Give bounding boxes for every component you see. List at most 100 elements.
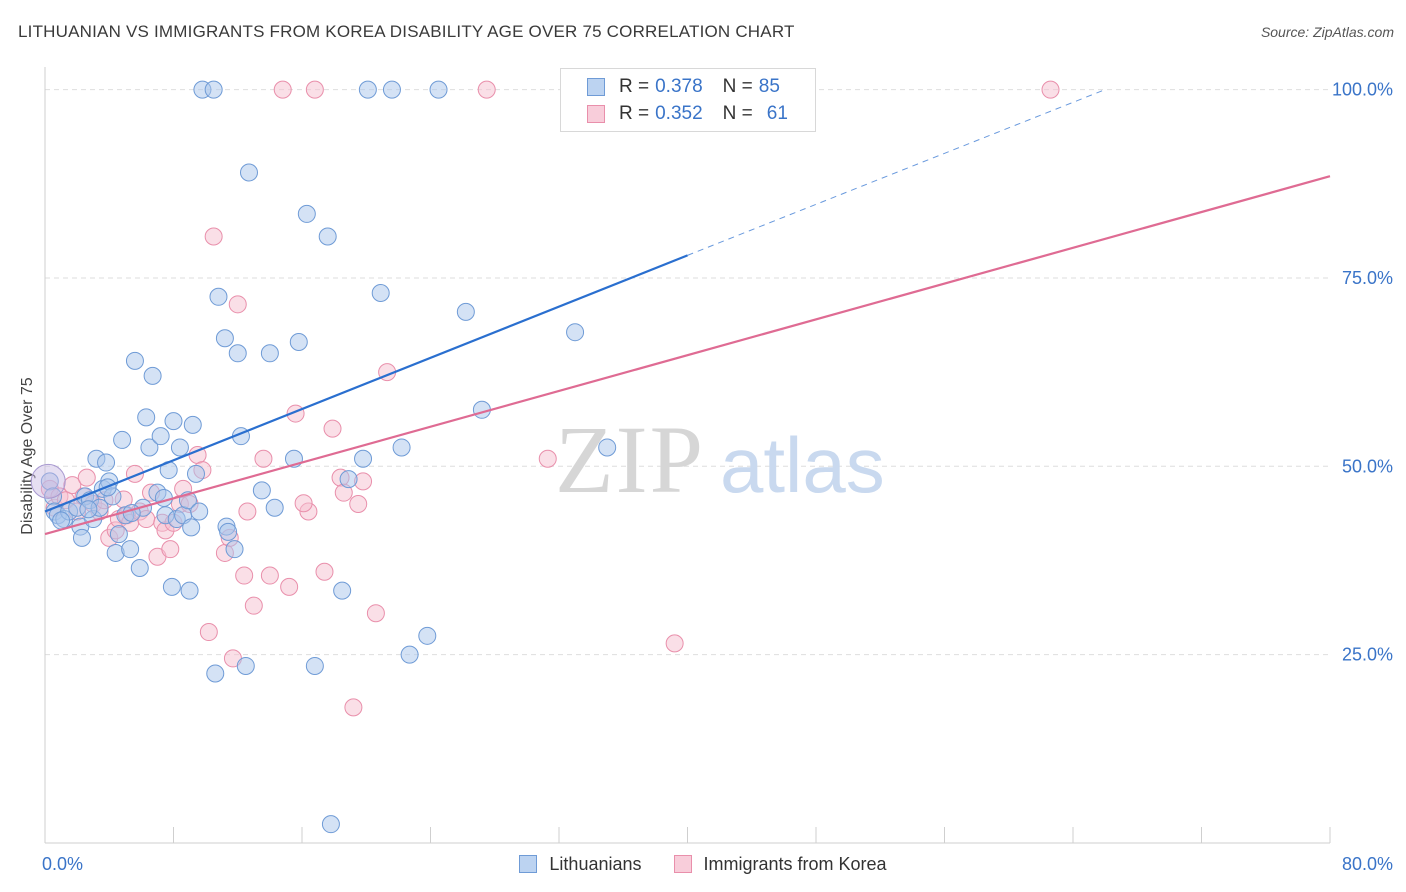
- korea-point: [273, 80, 292, 99]
- korea-point: [1041, 80, 1060, 99]
- korea-point: [238, 502, 257, 521]
- legend-row-lithuanians: R = 0.378 N = 85: [587, 74, 780, 100]
- lithuanian-point: [109, 525, 128, 544]
- korea-point: [260, 566, 279, 585]
- source-label: Source: ZipAtlas.com: [1260, 24, 1394, 40]
- lithuanian-point: [354, 449, 373, 468]
- n-value: 61: [766, 103, 788, 124]
- lithuanian-point: [598, 438, 617, 457]
- lithuanian-point: [252, 481, 271, 500]
- tick-labels: 25.0% 50.0% 75.0% 100.0% 0.0% 80.0%: [42, 80, 1393, 874]
- lithuanian-point: [318, 227, 337, 246]
- korea-point: [204, 227, 223, 246]
- lithuanian-point: [239, 163, 258, 182]
- lithuanian-point: [190, 502, 209, 521]
- lithuanian-point: [140, 438, 159, 457]
- y-tick-label: 50.0%: [1342, 456, 1393, 476]
- r-label: R =: [619, 76, 650, 97]
- lithuanian-point: [225, 540, 244, 559]
- lithuanian-point: [121, 540, 140, 559]
- y-tick-label: 100.0%: [1332, 80, 1393, 100]
- n-value: 85: [758, 76, 780, 97]
- watermark-zip: ZIP: [555, 406, 705, 513]
- korea-point: [349, 494, 368, 513]
- lithuanian-point: [215, 329, 234, 348]
- correlation-legend: R = 0.378 N = 85 R = 0.352 N = 61: [560, 68, 816, 132]
- y-tick-label: 75.0%: [1342, 268, 1393, 288]
- y-tick-label: 25.0%: [1342, 645, 1393, 665]
- trendline-lithuanians: [44, 254, 688, 513]
- lithuanian-point: [122, 504, 141, 523]
- lithuanian-point: [418, 626, 437, 645]
- axes: [44, 67, 1331, 844]
- lithuanian-point: [219, 522, 238, 541]
- lithuanian-point: [180, 581, 199, 600]
- lithuanian-point: [125, 351, 144, 370]
- lithuanian-point: [154, 488, 173, 507]
- korea-point: [63, 476, 82, 495]
- lithuanian-point: [371, 284, 390, 303]
- legend-swatch-pink: [673, 855, 692, 873]
- lithuanian-point: [289, 332, 308, 351]
- korea-point: [366, 604, 385, 623]
- overlap-point: [30, 463, 66, 499]
- legend-item-lithuanians[interactable]: Lithuanians: [519, 851, 642, 877]
- lithuanian-point: [143, 366, 162, 385]
- korea-point: [228, 295, 247, 314]
- lithuanian-point: [392, 438, 411, 457]
- lithuanian-point: [52, 511, 71, 530]
- lithuanian-point: [358, 80, 377, 99]
- r-label: R =: [619, 103, 650, 124]
- x-tick-label: 80.0%: [1342, 854, 1393, 874]
- legend-label-lithuanians: Lithuanians: [549, 853, 642, 874]
- lithuanian-point: [137, 408, 156, 427]
- legend-swatch-blue: [519, 855, 538, 873]
- lithuanian-point: [382, 80, 401, 99]
- lithuanian-point: [305, 656, 324, 675]
- korea-point: [280, 577, 299, 596]
- lithuanian-point: [182, 518, 201, 537]
- lithuanian-point: [130, 559, 149, 578]
- chart-title: LITHUANIAN VS IMMIGRANTS FROM KOREA DISA…: [18, 22, 795, 41]
- lithuanian-point: [429, 80, 448, 99]
- korea-point: [538, 449, 557, 468]
- trendline-korea: [44, 175, 1331, 536]
- lithuanian-point: [400, 645, 419, 664]
- korea-point: [477, 80, 496, 99]
- lithuanian-point: [333, 581, 352, 600]
- lithuanian-point: [260, 344, 279, 363]
- legend-row-korea: R = 0.352 N = 61: [587, 101, 788, 127]
- lithuanian-point: [183, 415, 202, 434]
- lithuanian-point: [72, 528, 91, 547]
- legend-item-korea[interactable]: Immigrants from Korea: [673, 851, 887, 877]
- korea-point: [235, 566, 254, 585]
- lithuanian-point: [236, 656, 255, 675]
- korea-point: [294, 494, 313, 513]
- lithuanian-point: [164, 412, 183, 431]
- lithuanian-point: [321, 815, 340, 834]
- watermark-atlas: atlas: [720, 421, 885, 509]
- lithuanian-point: [265, 498, 284, 517]
- korea-point: [199, 623, 218, 642]
- series-korea-points: [40, 80, 1060, 717]
- legend-swatch-blue: [587, 78, 605, 96]
- trendline-lithuanians-extension: [687, 89, 1106, 256]
- lithuanian-point: [566, 323, 585, 342]
- series-legend: Lithuanians Immigrants from Korea: [0, 851, 1406, 877]
- lithuanian-point: [151, 427, 170, 446]
- n-label: N =: [722, 103, 753, 124]
- lithuanian-point: [186, 464, 205, 483]
- lithuanian-point: [297, 204, 316, 223]
- korea-point: [161, 540, 180, 559]
- korea-point: [315, 562, 334, 581]
- n-label: N =: [722, 76, 753, 97]
- lithuanian-point: [228, 344, 247, 363]
- lithuanian-point: [162, 577, 181, 596]
- lithuanian-point: [113, 430, 132, 449]
- korea-point: [77, 468, 96, 487]
- lithuanian-point: [79, 500, 98, 519]
- trendlines: [44, 89, 1331, 536]
- watermark: ZIP atlas: [555, 406, 885, 513]
- lithuanian-point: [209, 287, 228, 306]
